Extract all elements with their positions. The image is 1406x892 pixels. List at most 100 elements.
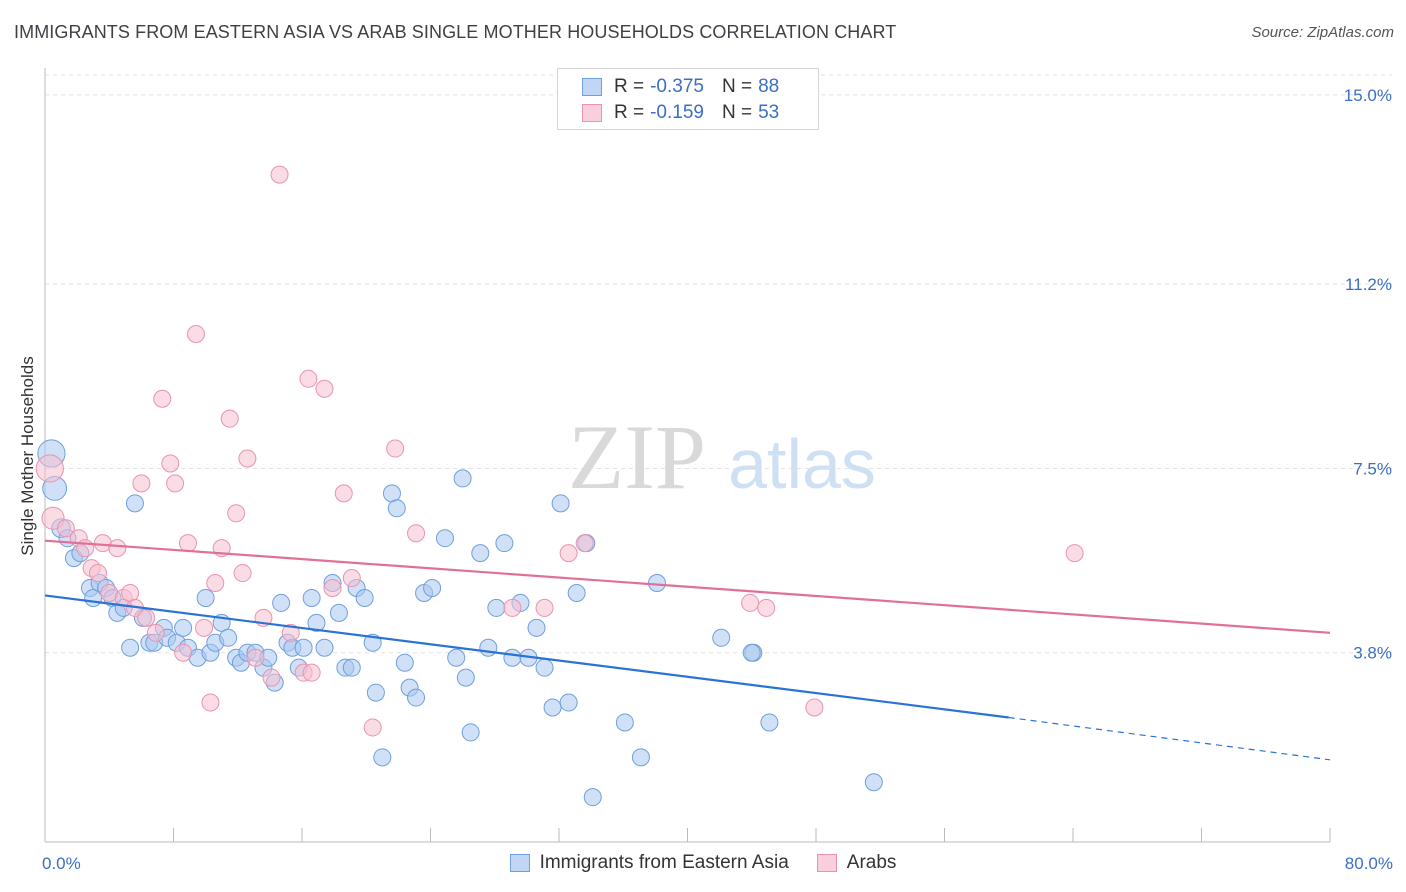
- eastern-asia-point: [535, 658, 554, 677]
- eastern-asia-trendline-extension: [1008, 716, 1331, 761]
- arabs-point: [132, 474, 151, 493]
- arabs-point: [559, 544, 578, 563]
- arabs-point: [805, 698, 824, 717]
- y-tick-label: 3.8%: [1353, 644, 1392, 663]
- eastern-asia-point: [647, 574, 666, 593]
- stats-legend-box: R = -0.375 N = 88 R = -0.159 N = 53: [557, 68, 819, 130]
- arabs-point: [342, 569, 361, 588]
- arabs-point: [178, 534, 197, 553]
- arabs-point: [386, 439, 405, 458]
- stats-row-blue: R = -0.375 N = 88: [582, 75, 779, 99]
- arabs-point: [137, 608, 156, 627]
- arabs-point: [195, 618, 214, 637]
- arabs-point: [220, 409, 239, 428]
- arabs-point: [246, 648, 265, 667]
- arabs-point: [757, 598, 776, 617]
- r-value: -0.375: [650, 76, 704, 97]
- eastern-asia-point: [487, 598, 506, 617]
- eastern-asia-point: [423, 578, 442, 597]
- arabs-point: [741, 593, 760, 612]
- stats-row-pink: R = -0.159 N = 53: [582, 101, 779, 125]
- eastern-asia-point: [302, 588, 321, 607]
- eastern-asia-point: [760, 713, 779, 732]
- n-label: N =: [721, 102, 753, 123]
- eastern-asia-point: [543, 698, 562, 717]
- eastern-asia-point: [495, 534, 514, 553]
- arabs-point: [206, 574, 225, 593]
- arabs-point: [153, 389, 172, 408]
- eastern-asia-point: [453, 469, 472, 488]
- eastern-asia-point: [329, 603, 348, 622]
- tick-labels: 3.8% 7.5% 11.2% 15.0% 0.0% 80.0%: [42, 86, 1393, 873]
- eastern-asia-point: [447, 648, 466, 667]
- eastern-asia-point: [551, 494, 570, 513]
- arabs-point: [238, 449, 257, 468]
- source-credit: Source: ZipAtlas.com: [1251, 24, 1394, 41]
- r-label: R =: [614, 76, 645, 97]
- arabs-point: [302, 663, 321, 682]
- arabs-point: [503, 598, 522, 617]
- arabs-point: [233, 564, 252, 583]
- arabs-point: [535, 598, 554, 617]
- eastern-asia-point: [407, 688, 426, 707]
- eastern-asia-point: [559, 693, 578, 712]
- blue-swatch: [582, 78, 602, 96]
- pink-swatch: [816, 854, 837, 872]
- y-tick-label: 11.2%: [1345, 275, 1392, 294]
- eastern-asia-point: [382, 484, 401, 503]
- arabs-point: [186, 324, 205, 343]
- n-label: N =: [721, 76, 753, 97]
- eastern-asia-point: [355, 588, 374, 607]
- watermark-atlas: atlas: [728, 425, 876, 503]
- arabs-point: [363, 718, 382, 737]
- arabs-point: [89, 564, 108, 583]
- eastern-asia-point: [387, 499, 406, 518]
- eastern-asia-point: [294, 638, 313, 657]
- eastern-asia-point: [342, 658, 361, 677]
- eastern-asia-point: [742, 643, 761, 662]
- bottom-legend: Immigrants from Eastern Asia Arabs: [0, 852, 1406, 874]
- arabs-point: [262, 668, 281, 687]
- eastern-asia-point: [567, 583, 586, 602]
- arabs-point: [174, 643, 193, 662]
- trend-lines: [44, 539, 1331, 761]
- arabs-point: [281, 623, 300, 642]
- x-tick-label: 0.0%: [42, 854, 81, 873]
- arabs-point: [323, 578, 342, 597]
- arabs-point: [166, 474, 185, 493]
- n-value: 88: [758, 76, 780, 97]
- eastern-asia-point: [456, 668, 475, 687]
- arabs-point: [407, 524, 426, 543]
- arabs-point: [227, 504, 246, 523]
- y-tick-label: 15.0%: [1344, 86, 1392, 105]
- r-label: R =: [614, 102, 645, 123]
- eastern-asia-point: [527, 618, 546, 637]
- legend-item-eastern-asia: Immigrants from Eastern Asia: [509, 852, 789, 874]
- legend-label: Arabs: [846, 852, 897, 873]
- eastern-asia-point: [615, 713, 634, 732]
- eastern-asia-point: [373, 748, 392, 767]
- eastern-asia-point: [471, 544, 490, 563]
- eastern-asia-point: [219, 628, 238, 647]
- eastern-asia-point: [272, 593, 291, 612]
- eastern-asia-point: [435, 529, 454, 548]
- eastern-asia-point: [366, 683, 385, 702]
- arabs-point: [108, 539, 127, 558]
- eastern-asia-point: [174, 618, 193, 637]
- eastern-asia-point: [315, 638, 334, 657]
- arabs-point: [334, 484, 353, 503]
- arabs-point: [201, 693, 220, 712]
- blue-swatch: [509, 854, 530, 872]
- eastern-asia-point: [631, 748, 650, 767]
- arabs-point: [575, 534, 594, 553]
- arabs-trendline: [44, 539, 1331, 634]
- pink-swatch: [582, 104, 602, 122]
- eastern-asia-point: [583, 788, 602, 807]
- arabs-point: [35, 454, 64, 483]
- eastern-asia-trendline: [44, 594, 1009, 719]
- zipatlas-watermark: ZIP atlas: [568, 406, 876, 508]
- y-tick-label: 7.5%: [1353, 459, 1392, 478]
- arabs-point: [121, 583, 140, 602]
- legend-item-arabs: Arabs: [816, 852, 897, 874]
